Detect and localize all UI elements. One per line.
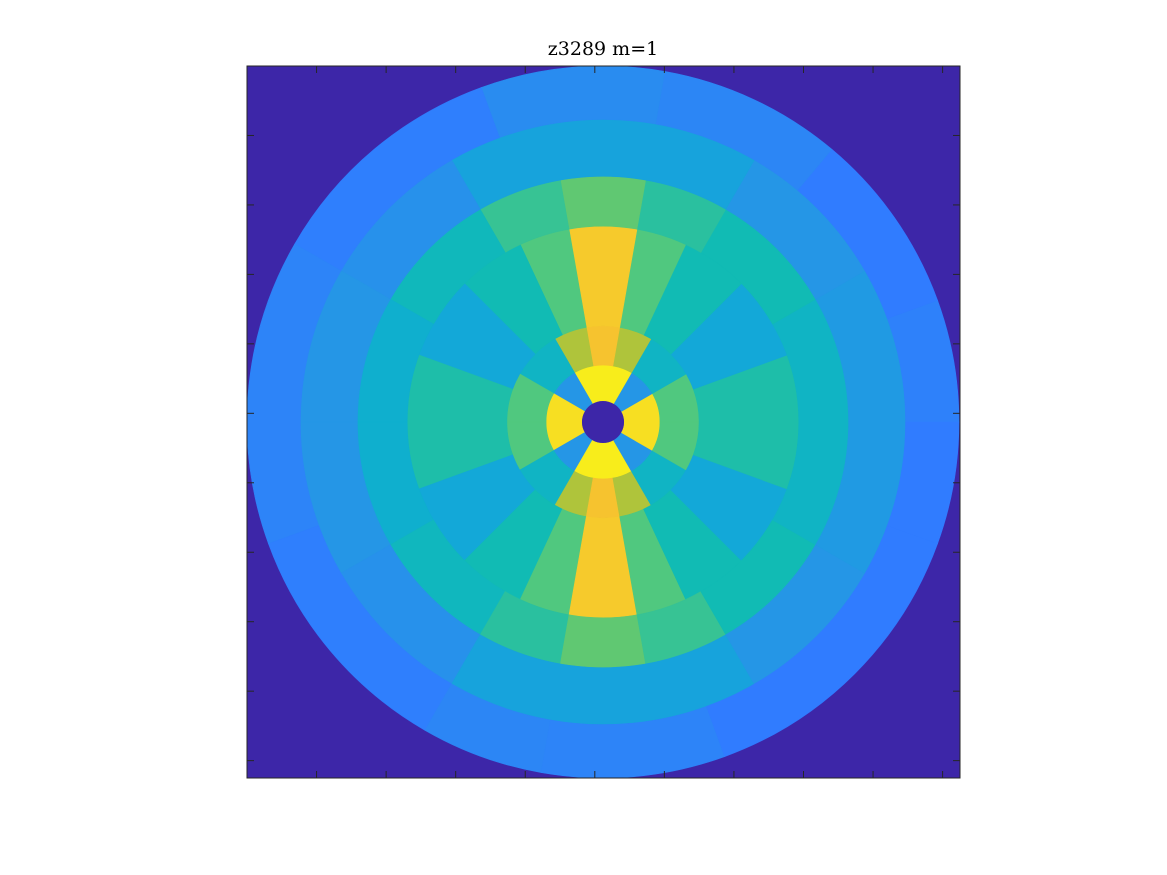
heatmap-cell bbox=[559, 614, 647, 668]
axis-ticks bbox=[247, 66, 960, 778]
polar-heatmap bbox=[247, 66, 960, 778]
chart-title: z3289 m=1 bbox=[548, 38, 658, 60]
heatmap-cell bbox=[886, 421, 960, 545]
heatmap-cell bbox=[559, 176, 647, 230]
axes-frame bbox=[246, 65, 961, 779]
